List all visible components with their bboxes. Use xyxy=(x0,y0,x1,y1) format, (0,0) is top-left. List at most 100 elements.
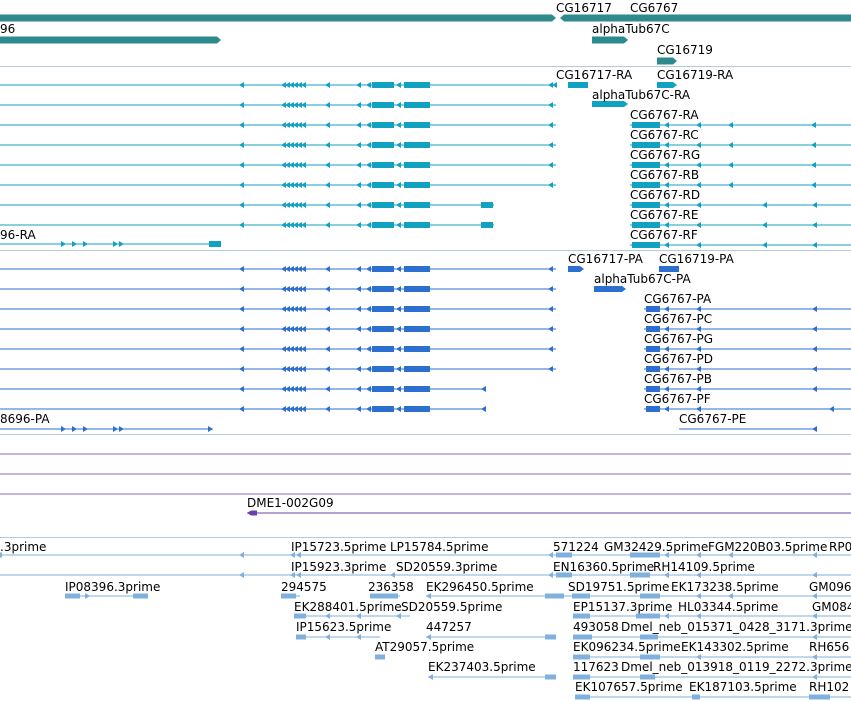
feature-label[interactable]: IP15623.5prime xyxy=(296,620,392,634)
feature-label[interactable]: FGM220B03.5prime xyxy=(708,540,828,554)
feature-label[interactable]: CG6767-RA xyxy=(630,108,699,122)
feature-label[interactable]: 493058 xyxy=(573,620,619,634)
strand-arrow xyxy=(289,122,294,128)
feature-label[interactable]: SD20559.5prime xyxy=(401,600,503,614)
strand-arrow xyxy=(301,346,306,352)
strand-arrow xyxy=(293,82,298,88)
feature-label[interactable]: RH14109.5prime xyxy=(653,560,755,574)
feature-label[interactable]: CG6767-RC xyxy=(630,128,699,142)
feature-label[interactable]: EK107657.5prime xyxy=(575,680,683,694)
feature-label[interactable]: AT29057.5prime xyxy=(375,640,475,654)
feature-label[interactable]: CG16717 xyxy=(556,1,612,15)
strand-arrow xyxy=(356,202,361,208)
strand-arrow xyxy=(548,182,553,188)
feature-label[interactable]: GM084 xyxy=(812,600,851,614)
feature-label[interactable]: CG6767-PB xyxy=(644,372,713,386)
feature-label[interactable]: IP08396.3prime xyxy=(65,580,161,594)
feature-label[interactable]: EK288401.5prime xyxy=(294,600,402,614)
strand-arrow xyxy=(728,593,733,599)
feature-label[interactable]: CG6767-RB xyxy=(630,168,700,182)
feature-label[interactable]: GM096 xyxy=(809,580,851,594)
feature-label[interactable]: EK173238.5prime xyxy=(671,580,779,594)
feature-label[interactable]: RH102 xyxy=(809,680,850,694)
feature-label[interactable]: CG16717-RA xyxy=(556,68,633,82)
feature-label[interactable]: IP15923.3prime xyxy=(291,560,387,574)
feature-label[interactable]: DME1-002G09 xyxy=(247,496,334,510)
feature-bar xyxy=(592,36,628,44)
strand-arrow xyxy=(281,346,286,352)
strand-arrow xyxy=(289,366,294,372)
feature-label[interactable]: CG6767-PA xyxy=(644,292,712,306)
exon-block xyxy=(636,613,660,619)
exon-block xyxy=(556,552,572,558)
feature-label[interactable]: CG16719-PA xyxy=(659,252,734,266)
feature-label[interactable]: RH656 xyxy=(809,640,850,654)
exon-block xyxy=(372,182,394,188)
strand-arrow xyxy=(664,326,669,332)
exon-block xyxy=(404,306,430,312)
feature-label[interactable]: CG6767-PG xyxy=(644,332,714,346)
strand-arrow xyxy=(696,613,701,619)
feature-label[interactable]: SD19751.5prime xyxy=(568,580,670,594)
feature-label[interactable]: CG6767 xyxy=(630,1,679,15)
feature-label[interactable]: IP15723.5prime xyxy=(291,540,387,554)
strand-arrow xyxy=(289,386,294,392)
feature-label[interactable]: alphaTub67C-RA xyxy=(592,88,691,102)
feature-label[interactable]: EN16360.5prime xyxy=(553,560,655,574)
feature-label[interactable]: HL03344.5prime xyxy=(678,600,779,614)
feature-label[interactable]: EK187103.5prime xyxy=(689,680,797,694)
strand-arrow xyxy=(356,82,361,88)
feature-label[interactable]: EK237403.5prime xyxy=(428,660,536,674)
strand-arrow xyxy=(664,386,669,392)
feature-label[interactable]: Dmel_neb_013918_0119_2272.3prime xyxy=(621,660,851,674)
feature-label[interactable]: GM32429.5prime xyxy=(604,540,709,554)
feature-label[interactable]: Dmel_neb_015371_0428_3171.3prime xyxy=(621,620,851,634)
exon-block xyxy=(404,162,430,168)
strand-arrow xyxy=(285,82,290,88)
feature-label[interactable]: CG6767-RF xyxy=(630,228,698,242)
strand-arrow xyxy=(301,142,306,148)
feature-label[interactable]: CG6767-PD xyxy=(644,352,714,366)
feature-label[interactable]: CG16717-PA xyxy=(568,252,643,266)
exon-block xyxy=(375,654,385,660)
strand-arrow xyxy=(811,142,816,148)
strand-arrow xyxy=(239,386,244,392)
feature-label[interactable]: 96-RA xyxy=(0,228,36,242)
strand-arrow xyxy=(548,82,553,88)
feature-label[interactable]: 571224 xyxy=(553,540,599,554)
feature-label[interactable]: EK143302.5prime xyxy=(681,640,789,654)
feature-label[interactable]: RP0 xyxy=(829,540,851,554)
feature-label[interactable]: CG6767-PC xyxy=(644,312,713,326)
feature-label[interactable]: 236358 xyxy=(368,580,414,594)
exon-block xyxy=(372,306,394,312)
feature-label[interactable]: 8696-PA xyxy=(0,412,50,426)
feature-label[interactable]: CG16719-RA xyxy=(657,68,734,82)
feature-label[interactable]: CG16719 xyxy=(657,43,713,57)
feature-label[interactable]: CG6767-RD xyxy=(630,188,701,202)
feature-bar xyxy=(560,14,851,22)
feature-label[interactable]: alphaTub67C-PA xyxy=(594,272,691,286)
feature-label[interactable]: .3prime xyxy=(0,540,47,554)
strand-arrow xyxy=(396,102,401,108)
feature-label[interactable]: CG6767-PF xyxy=(644,392,711,406)
exon-block xyxy=(640,634,658,640)
feature-label[interactable]: EP15137.3prime xyxy=(573,600,673,614)
feature-label[interactable]: SD20559.3prime xyxy=(396,560,498,574)
feature-label[interactable]: CG6767-RG xyxy=(630,148,701,162)
feature-label[interactable]: EK096234.5prime xyxy=(573,640,681,654)
strand-arrow xyxy=(289,202,294,208)
feature-label[interactable]: 447257 xyxy=(426,620,472,634)
strand-arrow xyxy=(239,162,244,168)
feature-label[interactable]: 117623 xyxy=(573,660,619,674)
feature-label[interactable]: 96 xyxy=(0,22,16,36)
exon-block xyxy=(556,572,572,578)
strand-arrow xyxy=(297,102,302,108)
feature-label[interactable]: LP15784.5prime xyxy=(390,540,489,554)
feature-label[interactable]: CG6767-PE xyxy=(679,412,747,426)
exon-block xyxy=(573,654,590,660)
feature-label[interactable]: CG6767-RE xyxy=(630,208,699,222)
feature-label[interactable]: alphaTub67C xyxy=(592,22,670,36)
exon-block xyxy=(372,266,394,272)
feature-label[interactable]: 294575 xyxy=(281,580,327,594)
feature-label[interactable]: EK296450.5prime xyxy=(426,580,534,594)
